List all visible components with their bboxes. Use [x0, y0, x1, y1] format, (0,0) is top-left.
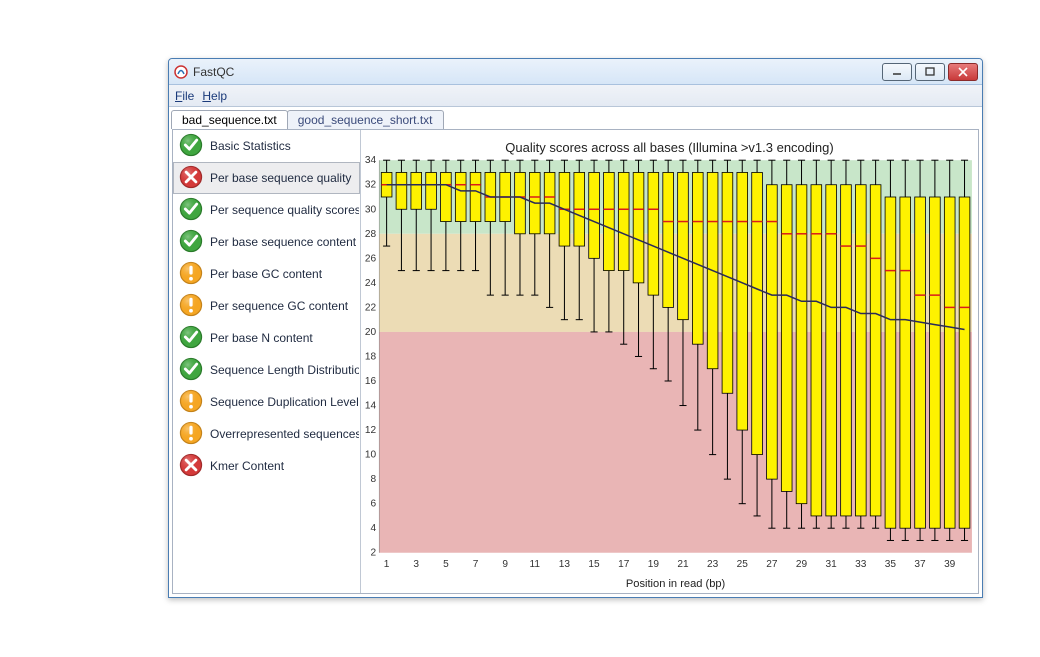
svg-text:24: 24	[365, 278, 377, 289]
svg-text:11: 11	[530, 559, 541, 570]
svg-text:10: 10	[365, 450, 377, 461]
tab-1[interactable]: good_sequence_short.txt	[287, 110, 444, 129]
svg-text:8: 8	[371, 474, 377, 485]
svg-text:2: 2	[371, 548, 377, 559]
sidebar-item-0[interactable]: Basic Statistics	[173, 130, 360, 162]
svg-text:3: 3	[413, 559, 419, 570]
warn-icon	[178, 292, 204, 321]
sidebar-item-7[interactable]: Sequence Length Distribution	[173, 354, 360, 386]
sidebar-item-6[interactable]: Per base N content	[173, 322, 360, 354]
minimize-button[interactable]	[882, 63, 912, 81]
sidebar-item-1[interactable]: Per base sequence quality	[173, 162, 360, 194]
svg-text:19: 19	[648, 559, 660, 570]
sidebar-item-label: Kmer Content	[210, 459, 284, 473]
svg-text:39: 39	[944, 559, 956, 570]
svg-text:7: 7	[473, 559, 479, 570]
svg-text:35: 35	[885, 559, 897, 570]
menu-file[interactable]: File	[175, 89, 194, 103]
sidebar-item-10[interactable]: Kmer Content	[173, 450, 360, 482]
app-icon	[173, 64, 189, 80]
sidebar-item-label: Basic Statistics	[210, 139, 291, 153]
svg-text:1: 1	[384, 559, 390, 570]
window-title: FastQC	[193, 65, 882, 79]
svg-text:15: 15	[588, 559, 600, 570]
svg-text:16: 16	[365, 376, 377, 387]
pass-icon	[178, 324, 204, 353]
svg-text:29: 29	[796, 559, 808, 570]
svg-text:30: 30	[365, 204, 377, 215]
window-controls	[882, 63, 978, 81]
svg-text:9: 9	[502, 559, 508, 570]
sidebar-item-8[interactable]: Sequence Duplication Levels	[173, 386, 360, 418]
sidebar-item-4[interactable]: Per base GC content	[173, 258, 360, 290]
close-button[interactable]	[948, 63, 978, 81]
sidebar-item-label: Sequence Length Distribution	[210, 363, 360, 377]
sidebar-item-5[interactable]: Per sequence GC content	[173, 290, 360, 322]
warn-icon	[178, 260, 204, 289]
content: Basic Statistics Per base sequence qualit…	[172, 129, 979, 594]
sidebar-item-label: Per base GC content	[210, 267, 322, 281]
sidebar-item-label: Per base N content	[210, 331, 313, 345]
menu-help[interactable]: Help	[202, 89, 227, 103]
pass-icon	[178, 132, 204, 161]
quality-boxplot: 2468101214161820222426283032341357911131…	[361, 130, 978, 593]
tabs: bad_sequence.txtgood_sequence_short.txt	[169, 107, 982, 129]
svg-text:13: 13	[559, 559, 571, 570]
svg-text:33: 33	[855, 559, 867, 570]
sidebar-item-label: Per base sequence content	[210, 235, 356, 249]
sidebar-item-9[interactable]: Overrepresented sequences	[173, 418, 360, 450]
svg-text:Position in read (bp): Position in read (bp)	[626, 578, 725, 590]
svg-text:17: 17	[618, 559, 630, 570]
chart-area: Quality scores across all bases (Illumin…	[361, 130, 978, 593]
svg-text:5: 5	[443, 559, 449, 570]
sidebar: Basic Statistics Per base sequence qualit…	[173, 130, 361, 593]
sidebar-item-label: Per sequence quality scores	[210, 203, 360, 217]
sidebar-item-label: Overrepresented sequences	[210, 427, 360, 441]
svg-text:23: 23	[707, 559, 719, 570]
svg-text:26: 26	[365, 253, 377, 264]
menubar: File Help	[169, 85, 982, 107]
svg-text:28: 28	[365, 229, 377, 240]
maximize-button[interactable]	[915, 63, 945, 81]
warn-icon	[178, 420, 204, 449]
sidebar-item-label: Per sequence GC content	[210, 299, 348, 313]
svg-text:14: 14	[365, 401, 377, 412]
svg-text:12: 12	[365, 425, 377, 436]
pass-icon	[178, 228, 204, 257]
svg-text:21: 21	[677, 559, 689, 570]
fail-icon	[178, 164, 204, 193]
svg-text:20: 20	[365, 327, 377, 338]
warn-icon	[178, 388, 204, 417]
svg-text:31: 31	[826, 559, 838, 570]
svg-text:37: 37	[914, 559, 926, 570]
svg-text:4: 4	[371, 523, 377, 534]
sidebar-item-2[interactable]: Per sequence quality scores	[173, 194, 360, 226]
pass-icon	[178, 356, 204, 385]
svg-text:25: 25	[737, 559, 749, 570]
app-window: FastQC File Help bad_sequence.txtgood_seq…	[168, 58, 983, 598]
tab-0[interactable]: bad_sequence.txt	[171, 110, 288, 129]
pass-icon	[178, 196, 204, 225]
svg-text:27: 27	[766, 559, 778, 570]
svg-text:6: 6	[371, 499, 377, 510]
svg-text:22: 22	[365, 302, 377, 313]
sidebar-item-3[interactable]: Per base sequence content	[173, 226, 360, 258]
titlebar[interactable]: FastQC	[169, 59, 982, 85]
svg-text:32: 32	[365, 180, 377, 191]
svg-text:34: 34	[365, 155, 377, 166]
fail-icon	[178, 452, 204, 481]
sidebar-item-label: Sequence Duplication Levels	[210, 395, 360, 409]
sidebar-item-label: Per base sequence quality	[210, 171, 351, 185]
svg-text:18: 18	[365, 352, 377, 363]
